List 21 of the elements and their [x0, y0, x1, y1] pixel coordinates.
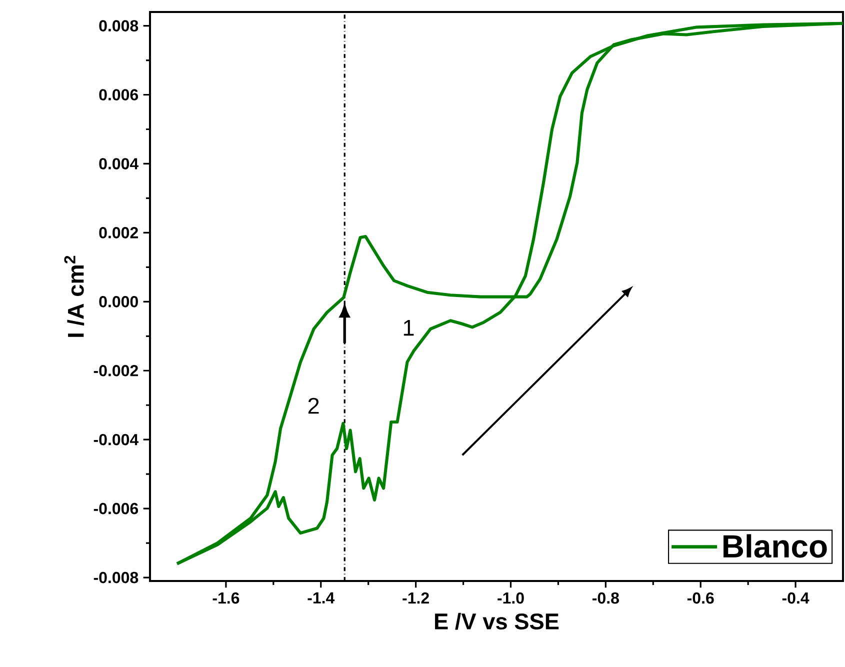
y-tick-label: -0.006: [94, 502, 138, 514]
x-tick-label: -0.8: [592, 592, 619, 604]
x-tick-label: -1.6: [212, 592, 240, 604]
y-tick-label: 0.004: [99, 158, 139, 170]
x-axis-title: E /V vs SSE: [435, 612, 559, 630]
y-tick-label: 0.002: [99, 227, 138, 238]
annotation: 1: [404, 320, 414, 336]
x-tick-label: -1.0: [498, 592, 524, 604]
legend-label: Blanco: [724, 534, 827, 558]
y-tick-label: 0.006: [99, 89, 138, 100]
y-tick-label: 0.008: [99, 20, 138, 32]
y-axis-title: I /A cm$^{2}$: [64, 256, 84, 337]
x-tick-label: -1.2: [402, 592, 429, 604]
y-tick-label: 0.000: [99, 296, 138, 308]
annotation: 2: [308, 398, 319, 414]
x-tick-label: -0.6: [687, 592, 714, 604]
x-tick-label: -1.4: [308, 592, 335, 604]
x-tick-label: -0.4: [782, 592, 810, 604]
y-tick-label: -0.004: [94, 434, 139, 446]
y-tick-label: -0.008: [94, 572, 138, 584]
y-tick-label: -0.002: [94, 364, 138, 376]
